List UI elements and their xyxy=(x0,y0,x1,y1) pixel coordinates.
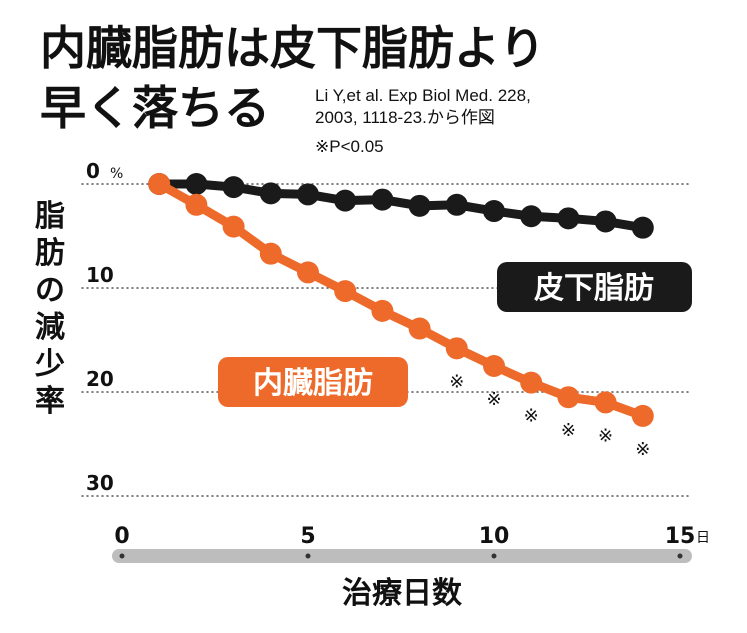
data-point-visceral xyxy=(297,261,319,284)
data-point-visceral xyxy=(520,371,543,394)
x-tick-label: 5 xyxy=(300,524,315,549)
data-point-subcutaneous xyxy=(520,205,543,228)
data-point-subcutaneous xyxy=(334,189,357,212)
legend-badge-subcutaneous-box xyxy=(497,262,692,312)
citation-line-1: Li Y,et al. Exp Biol Med. 228, xyxy=(315,86,531,105)
data-point-visceral xyxy=(445,337,468,360)
y-axis-label-char: 少 xyxy=(35,347,65,382)
significance-marker: ※ xyxy=(598,425,613,446)
data-point-visceral xyxy=(408,317,431,340)
legend-label-subcutaneous: 皮下脂肪 xyxy=(534,271,654,306)
data-point-visceral xyxy=(371,299,394,322)
series-layer xyxy=(148,173,654,427)
headline-line-1: 内臓脂肪は皮下脂肪より xyxy=(40,21,545,75)
y-axis-label-char: の xyxy=(35,273,65,308)
legend-badge-visceral: 内臓脂肪 xyxy=(218,357,408,407)
y-tick-labels: 0 % 10 20 30 xyxy=(86,159,123,495)
data-point-subcutaneous xyxy=(408,194,431,217)
data-point-visceral xyxy=(483,355,505,377)
data-point-subcutaneous xyxy=(371,188,394,211)
x-axis-unit: 日 xyxy=(696,530,710,546)
data-point-subcutaneous xyxy=(259,182,282,205)
headline-line-2: 早く落ちる xyxy=(40,81,270,135)
legend-badge-visceral-box xyxy=(218,357,408,407)
x-axis-bar xyxy=(112,549,692,563)
data-point-visceral xyxy=(222,215,245,238)
y-axis-label-char: 率 xyxy=(35,384,65,419)
data-point-subcutaneous xyxy=(445,193,468,216)
x-tick-label: 0 xyxy=(114,524,129,549)
data-point-subcutaneous xyxy=(222,176,245,199)
y-axis-unit: % xyxy=(110,166,123,182)
data-point-subcutaneous xyxy=(483,200,505,223)
significance-marker: ※ xyxy=(449,371,464,392)
significance-marker: ※ xyxy=(524,406,539,427)
x-tick-dot xyxy=(677,553,683,559)
y-tick-label: 30 xyxy=(86,471,114,495)
y-axis-label-char: 減 xyxy=(35,310,65,345)
data-point-subcutaneous xyxy=(557,207,580,230)
y-tick-label: 0 xyxy=(86,159,100,183)
data-point-visceral xyxy=(631,404,654,427)
legend-label-visceral: 内臓脂肪 xyxy=(253,366,373,401)
y-axis-label-char: 脂 xyxy=(35,199,65,234)
legend-badge-subcutaneous: 皮下脂肪 xyxy=(497,262,692,312)
significance-marker: ※ xyxy=(486,389,501,410)
y-axis-label-char: 肪 xyxy=(35,236,65,271)
significance-marker: ※ xyxy=(635,439,650,460)
data-point-visceral xyxy=(557,386,580,409)
citation-line-2: 2003, 1118-23.から作図 xyxy=(315,108,495,127)
x-tick-labels: 0 5 10 15 xyxy=(114,524,695,559)
x-tick-dot xyxy=(119,553,125,559)
citation-line-3: ※P<0.05 xyxy=(315,137,384,156)
y-tick-label: 20 xyxy=(86,367,114,391)
data-point-visceral xyxy=(259,242,282,265)
significance-markers: ※ ※ ※ ※ ※ ※ xyxy=(449,371,650,460)
x-axis-label: 治療日数 xyxy=(342,576,463,611)
data-point-subcutaneous xyxy=(297,183,319,206)
x-tick-label: 15 xyxy=(665,524,696,549)
data-point-subcutaneous xyxy=(631,216,654,239)
data-point-visceral xyxy=(334,280,357,303)
x-tick-dot xyxy=(491,553,497,559)
x-tick-dot xyxy=(305,553,311,559)
x-tick-label: 10 xyxy=(479,524,510,549)
data-point-visceral xyxy=(594,391,617,414)
data-point-visceral xyxy=(148,173,171,195)
y-tick-label: 10 xyxy=(86,263,114,287)
significance-marker: ※ xyxy=(561,420,576,441)
data-point-subcutaneous xyxy=(185,173,208,195)
data-point-visceral xyxy=(185,193,208,216)
data-point-subcutaneous xyxy=(594,210,617,233)
